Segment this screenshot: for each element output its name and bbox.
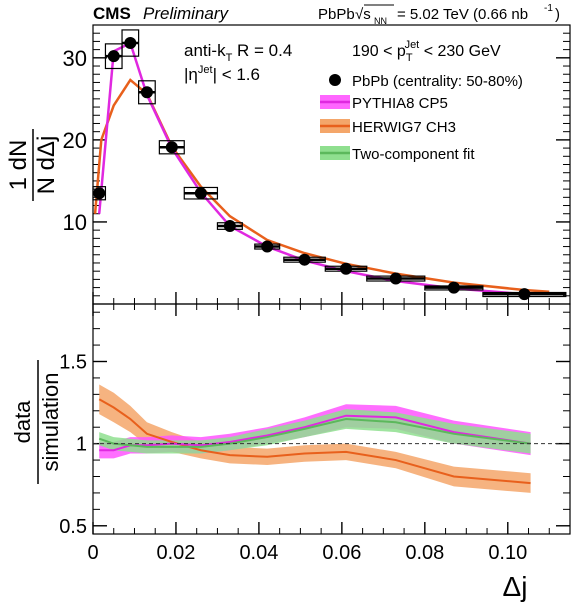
y-tick-label: 20 — [63, 128, 87, 153]
data-point — [298, 253, 311, 266]
y-tick-label: 10 — [63, 210, 87, 235]
x-axis-title: Δj — [503, 571, 528, 602]
bottom-plot-area: 0 0.02 0.04 0.06 0.08 0.10 0.5 1 1.5 — [59, 304, 571, 564]
bottom-panel-frame — [92, 303, 571, 535]
data-point — [223, 220, 236, 233]
top-y-title-numerator: 1 dN — [5, 140, 32, 191]
ratio-band-two-component-fit — [99, 409, 531, 454]
data-point — [107, 50, 120, 63]
ratio-line-herwig7-ch3 — [98, 398, 531, 485]
x-tick-label: 0.02 — [156, 542, 195, 564]
sqrt-s-label: √s — [355, 6, 371, 23]
y-tick-label: 1 — [76, 434, 87, 456]
jet-algorithm-label: anti-kT R = 0.4 — [184, 41, 292, 64]
y-tick-label: 0.5 — [59, 516, 87, 538]
legend-label-herwig: HERWIG7 CH3 — [352, 119, 456, 136]
herwig-curve — [93, 78, 550, 293]
legend: PbPb (centrality: 50-80%) PYTHIA8 CP5 HE… — [320, 73, 523, 163]
x-tick-label: 0 — [87, 542, 98, 564]
top-panel-frame — [92, 24, 571, 305]
x-tick-label: 0.04 — [239, 542, 278, 564]
x-tick-label: 0.10 — [488, 542, 527, 564]
data-point — [124, 37, 137, 50]
lumi-close: ) — [555, 6, 560, 23]
bottom-y-title-denominator: simulation — [38, 372, 63, 471]
preliminary-label: Preliminary — [143, 4, 230, 23]
top-y-axis-title: 1 dN N dΔj — [5, 129, 60, 201]
data-point — [518, 288, 531, 301]
system-label: PbPb — [318, 6, 355, 23]
y-tick-label: 30 — [63, 46, 87, 71]
x-tick-label: 0.06 — [322, 542, 361, 564]
pt-range-label: 190 < pTJet < 230 GeV — [352, 39, 501, 64]
cms-label: CMS — [93, 4, 131, 23]
legend-label-fit: Two-component fit — [352, 146, 475, 163]
y-tick-label: 1.5 — [59, 352, 87, 374]
data-point — [93, 187, 106, 200]
legend-label-data: PbPb (centrality: 50-80%) — [352, 73, 523, 90]
data-point — [261, 240, 274, 253]
bottom-y-title-numerator: data — [10, 400, 35, 444]
legend-label-pythia: PYTHIA8 CP5 — [352, 95, 448, 112]
lumi-exponent: -1 — [544, 3, 553, 14]
ratio-band-herwig7-ch3 — [99, 384, 531, 493]
data-point — [165, 141, 178, 154]
top-plot-area: 10 20 30 — [63, 24, 571, 304]
data-point — [340, 262, 353, 275]
energy-label: = 5.02 TeV (0.66 nb — [397, 6, 528, 23]
top-y-title-denominator: N dΔj — [33, 136, 60, 195]
data-point — [447, 281, 460, 294]
data-point — [389, 272, 402, 285]
x-tick-label: 0.08 — [405, 542, 444, 564]
sqrt-s-subscript: NN — [374, 16, 387, 26]
data-point — [194, 187, 207, 200]
legend-marker-data — [329, 74, 341, 86]
eta-cut-label: |ηJet| < 1.6 — [184, 64, 260, 84]
data-point — [140, 86, 153, 99]
bottom-y-axis-title: data simulation — [10, 360, 63, 484]
